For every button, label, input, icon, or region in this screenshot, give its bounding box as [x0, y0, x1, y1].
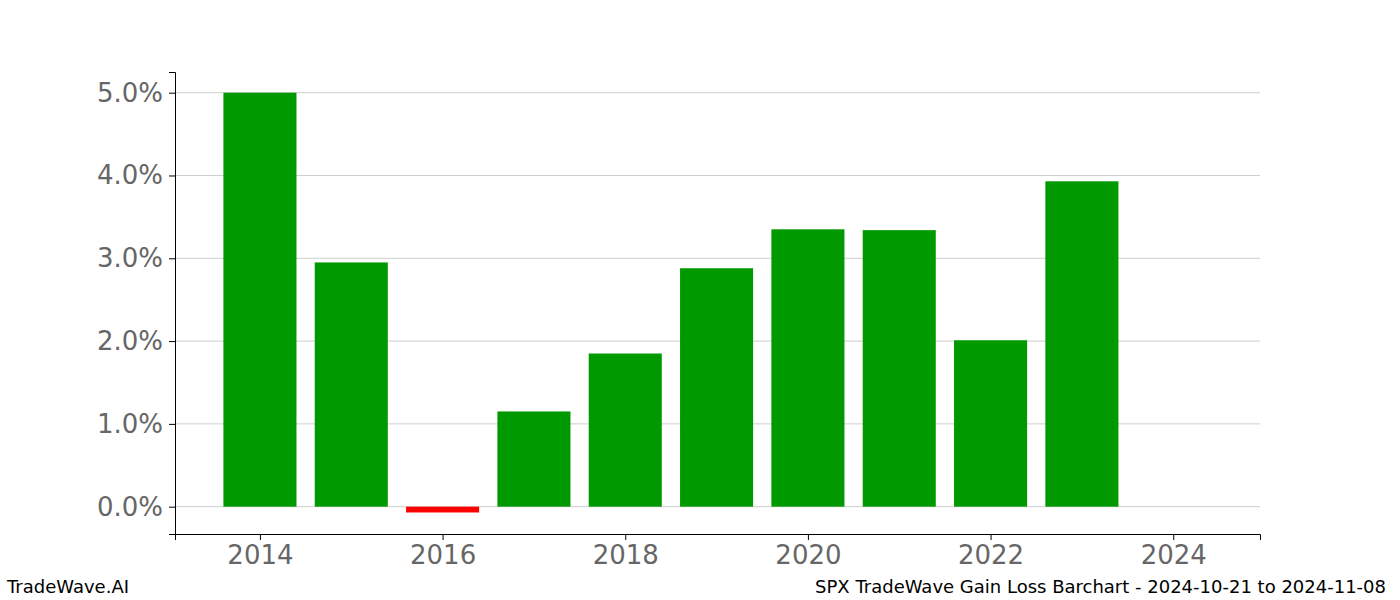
x-tick-mark	[991, 534, 992, 540]
y-axis: 0.0% 1.0% 2.0% 3.0% 4.0% 5.0%	[97, 73, 176, 535]
bar	[406, 507, 479, 513]
x-tick-mark	[625, 534, 626, 540]
y-tick-mark	[169, 507, 175, 508]
grid-line	[175, 175, 1260, 176]
y-tick: 2.0%	[97, 326, 175, 356]
bar	[863, 230, 936, 507]
y-tick-label: 4.0%	[97, 160, 163, 190]
bar	[589, 354, 662, 507]
x-tick: 2020	[775, 534, 841, 570]
y-tick-label: 3.0%	[97, 243, 163, 273]
x-tick: 2018	[593, 534, 659, 570]
x-tick-mark	[260, 534, 261, 540]
bar	[315, 262, 388, 506]
y-tick-mark	[169, 93, 175, 94]
y-tick-label: 0.0%	[97, 491, 163, 521]
title: SPX TradeWave Gain Loss Barchart - 2024-…	[815, 576, 1386, 597]
x-tick-label: 2016	[410, 540, 476, 570]
grid-line	[175, 92, 1260, 93]
y-tick: 4.0%	[97, 160, 175, 190]
x-tick-label: 2022	[958, 540, 1024, 570]
y-tick: 0.0%	[97, 491, 175, 521]
y-tick: 1.0%	[97, 409, 175, 439]
bars	[223, 93, 1118, 513]
bar	[954, 340, 1027, 506]
bar	[771, 229, 844, 506]
bar	[497, 411, 570, 506]
x-tick-label: 2014	[227, 540, 293, 570]
y-tick-mark	[169, 424, 175, 425]
x-tick-label: 2024	[1141, 540, 1207, 570]
bar	[223, 93, 296, 507]
y-tick-label: 2.0%	[97, 326, 163, 356]
y-tick-mark	[169, 175, 175, 176]
bar	[1045, 181, 1118, 506]
y-tick: 3.0%	[97, 243, 175, 273]
chart: 0.0% 1.0% 2.0% 3.0% 4.0% 5.0% 2014 2016 2018 2020…	[0, 0, 1400, 600]
y-tick-label: 5.0%	[97, 78, 163, 108]
y-axis-line	[169, 73, 176, 535]
x-tick-label: 2020	[775, 540, 841, 570]
y-tick: 5.0%	[97, 78, 175, 108]
y-tick-mark	[169, 258, 175, 259]
x-tick: 2024	[1141, 534, 1207, 570]
x-tick-mark	[1173, 534, 1174, 540]
bar	[680, 268, 753, 506]
x-tick: 2022	[958, 534, 1024, 570]
x-tick-mark	[443, 534, 444, 540]
grid	[175, 93, 1260, 507]
x-tick: 2016	[410, 534, 476, 570]
x-tick-label: 2018	[593, 540, 659, 570]
x-tick-mark	[808, 534, 809, 540]
x-axis: 2014 2016 2018 2020 2022 2024	[176, 534, 1261, 570]
y-tick-label: 1.0%	[97, 409, 163, 439]
y-tick-mark	[169, 341, 175, 342]
annotation: TradeWave.AI	[6, 576, 129, 597]
x-tick: 2014	[227, 534, 293, 570]
x-axis-line	[176, 535, 1261, 541]
